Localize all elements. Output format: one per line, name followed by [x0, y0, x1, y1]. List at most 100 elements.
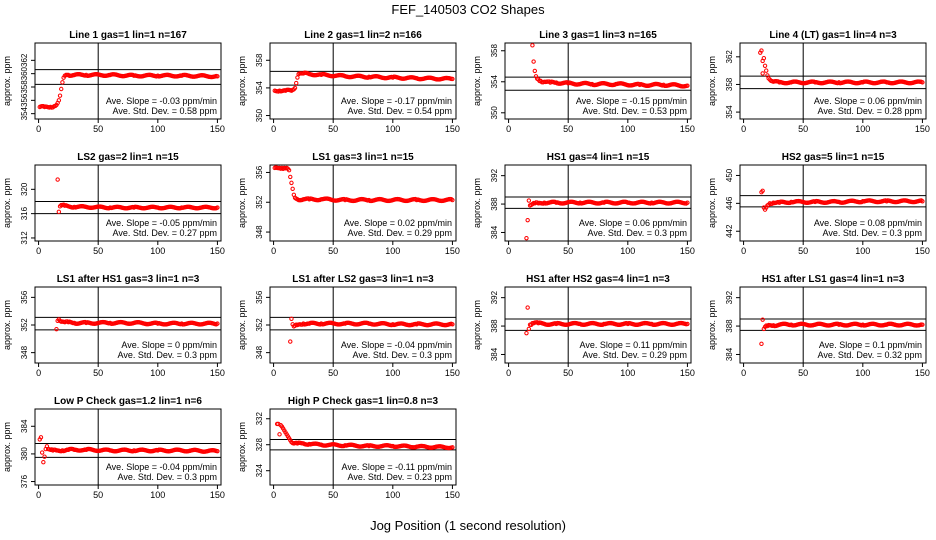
y-axis-label: approx. ppm: [707, 56, 717, 106]
panel-title: LS1 after LS2 gas=3 lin=1 n=3: [292, 274, 434, 285]
x-tick-label: 50: [798, 246, 808, 256]
panel-12: HS1 after LS1 gas=4 lin=1 n=3 approx. ppm…: [707, 274, 930, 378]
panel-3: Line 3 gas=1 lin=3 n=165 approx. ppm 0 50 10…: [472, 30, 695, 134]
data-points: [272, 70, 455, 94]
x-tick-label: 0: [36, 124, 41, 134]
slope-annotation: Ave. Slope = -0.03 ppm/min: [106, 96, 217, 106]
panel-title: HS2 gas=5 lin=1 n=15: [782, 152, 885, 163]
y-tick-label: 356: [20, 93, 29, 107]
y-axis-label: approx. ppm: [472, 178, 482, 228]
y-tick-label: 380: [20, 447, 29, 461]
y-tick-label: 446: [725, 196, 734, 210]
y-axis-label: approx. ppm: [2, 56, 12, 106]
slope-annotation: Ave. Slope = -0.11 ppm/min: [342, 462, 452, 472]
data-points: [288, 316, 455, 344]
data-point: [215, 205, 220, 210]
slope-annotation: Ave. Slope = 0.1 ppm/min: [819, 340, 922, 350]
slope-annotation: Ave. Slope = 0.02 ppm/min: [344, 218, 452, 228]
panel-title: Line 2 gas=1 lin=2 n=166: [304, 30, 422, 41]
stddev-annotation: Ave. Std. Dev. = 0.58 ppm: [113, 106, 217, 116]
plot-frame: [504, 164, 692, 242]
y-axis-label: approx. ppm: [707, 178, 717, 228]
data-point: [531, 59, 536, 64]
data-point: [920, 322, 925, 327]
y-axis-label: approx. ppm: [2, 422, 12, 472]
y-tick-label: 356: [20, 290, 29, 304]
data-point: [685, 83, 690, 88]
panel-title: Line 4 (LT) gas=1 lin=4 n=3: [769, 30, 897, 41]
x-tick-label: 50: [563, 368, 573, 378]
data-point: [759, 48, 764, 53]
data-points: [37, 72, 220, 110]
data-point: [60, 80, 65, 85]
panel-5: LS2 gas=2 lin=1 n=15 approx. ppm 0 50 100 150…: [2, 152, 225, 256]
panel-2: Line 2 gas=1 lin=2 n=166 approx. ppm 0 50 10…: [237, 30, 460, 134]
data-point: [289, 180, 294, 186]
y-tick-label: 384: [490, 225, 499, 239]
y-tick-label: 362: [725, 50, 734, 64]
data-point: [524, 330, 529, 336]
y-axis-label: approx. ppm: [472, 56, 482, 106]
data-point: [759, 341, 764, 347]
x-tick-label: 150: [915, 124, 930, 134]
x-tick-label: 100: [150, 368, 165, 378]
x-tick-label: 100: [855, 368, 870, 378]
data-point: [450, 322, 455, 327]
x-tick-label: 100: [620, 368, 635, 378]
figure-title: FEF_140503 CO2 Shapes: [391, 2, 545, 17]
y-tick-label: 360: [20, 66, 29, 80]
x-tick-label: 150: [210, 368, 225, 378]
y-tick-label: 358: [725, 77, 734, 91]
data-point: [42, 454, 47, 459]
y-tick-label: 384: [725, 347, 734, 361]
slope-annotation: Ave. Slope = 0.06 ppm/min: [579, 218, 687, 228]
y-axis-label: approx. ppm: [2, 178, 12, 228]
y-tick-label: 388: [490, 319, 499, 333]
panel-11: HS1 after HS2 gas=4 lin=1 n=3 approx. ppm…: [472, 274, 695, 378]
y-tick-label: 352: [255, 318, 264, 332]
data-points: [524, 305, 690, 336]
x-tick-label: 0: [741, 124, 746, 134]
x-tick-label: 100: [620, 246, 635, 256]
stddev-annotation: Ave. Std. Dev. = 0.3 ppm: [823, 228, 922, 238]
stddev-annotation: Ave. Std. Dev. = 0.23 ppm: [348, 472, 452, 482]
data-point: [289, 316, 294, 321]
data-point: [54, 326, 59, 332]
y-axis-label: approx. ppm: [237, 56, 247, 106]
stddev-annotation: Ave. Std. Dev. = 0.3 ppm: [118, 350, 217, 360]
slope-annotation: Ave. Slope = -0.05 ppm/min: [106, 218, 217, 228]
panel-7: HS1 gas=4 lin=1 n=15 approx. ppm 0 50 100 150…: [472, 152, 695, 256]
panel-title: High P Check gas=1 lin=0.8 n=3: [288, 396, 439, 407]
x-tick-label: 0: [271, 124, 276, 134]
x-tick-label: 50: [798, 124, 808, 134]
x-tick-label: 0: [271, 246, 276, 256]
data-point: [41, 460, 46, 465]
x-tick-label: 100: [385, 246, 400, 256]
plot-frame: [739, 42, 927, 120]
x-tick-label: 0: [506, 368, 511, 378]
plot-frame: [504, 286, 692, 364]
stddev-annotation: Ave. Std. Dev. = 0.27 ppm: [113, 228, 217, 238]
x-tick-label: 50: [328, 246, 338, 256]
data-point: [920, 80, 925, 85]
x-tick-label: 0: [741, 368, 746, 378]
data-point: [450, 197, 455, 203]
data-point: [532, 68, 538, 74]
data-point: [38, 435, 44, 440]
panel-title: LS1 gas=3 lin=1 n=15: [312, 152, 414, 163]
x-tick-label: 50: [93, 490, 103, 500]
slope-annotation: Ave. Slope = -0.04 ppm/min: [341, 340, 452, 350]
y-tick-label: 388: [490, 197, 499, 211]
stddev-annotation: Ave. Std. Dev. = 0.3 ppm: [353, 350, 452, 360]
data-point: [760, 317, 765, 322]
data-point: [55, 177, 60, 182]
data-point: [288, 174, 293, 180]
panel-title: Line 1 gas=1 lin=1 n=167: [69, 30, 187, 41]
x-tick-label: 0: [271, 368, 276, 378]
y-axis-label: approx. ppm: [707, 300, 717, 350]
y-tick-label: 450: [725, 168, 734, 182]
y-tick-label: 358: [20, 80, 29, 94]
x-tick-label: 150: [680, 246, 695, 256]
x-tick-label: 0: [36, 246, 41, 256]
